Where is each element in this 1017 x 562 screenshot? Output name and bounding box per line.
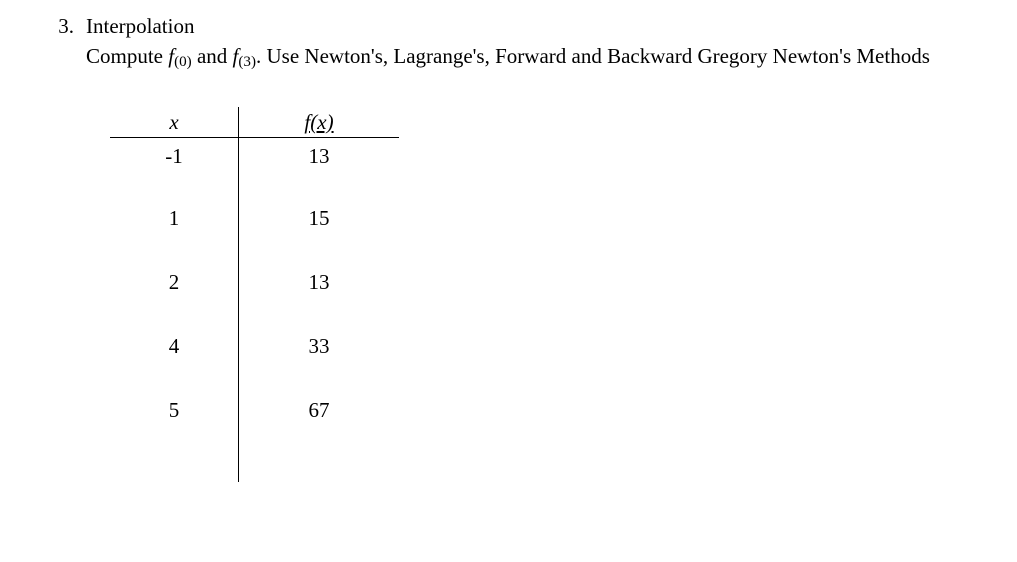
cell-x: 4 [110,314,239,378]
table-header-row: x f(x) [110,107,399,138]
table-row: 4 33 [110,314,399,378]
question-block: 3. Interpolation Compute f(0) and f(3). … [40,12,977,482]
cell-x: 5 [110,378,239,442]
header-x: x [110,107,239,138]
table-row: -1 13 [110,137,399,186]
cell-fx: 33 [239,314,400,378]
question-number: 3. [40,12,86,40]
table-row: 2 13 [110,250,399,314]
prompt-text-post: . Use Newton's, Lagrange's, Forward and … [256,44,930,68]
question-prompt: Compute f(0) and f(3). Use Newton's, Lag… [86,42,977,72]
f3-sub: (3) [238,54,256,70]
question-title: Interpolation [86,12,977,40]
table-row: 1 15 [110,186,399,250]
header-fx: f(x) [239,107,400,138]
f0-sub: (0) [174,54,192,70]
table-row: 5 67 [110,378,399,442]
cell-fx: 13 [239,137,400,186]
table-row-tail [110,442,399,482]
cell-x: 2 [110,250,239,314]
cell-fx: 13 [239,250,400,314]
data-table-wrap: x f(x) -1 13 1 15 [110,107,977,482]
data-table: x f(x) -1 13 1 15 [110,107,399,482]
cell-fx: 67 [239,378,400,442]
prompt-text-and: and [192,44,233,68]
cell-x: 1 [110,186,239,250]
cell-empty [239,442,400,482]
cell-empty [110,442,239,482]
cell-fx: 15 [239,186,400,250]
prompt-text-pre: Compute [86,44,168,68]
cell-x: -1 [110,137,239,186]
question-body: Interpolation Compute f(0) and f(3). Use… [86,12,977,482]
page: 3. Interpolation Compute f(0) and f(3). … [0,0,1017,482]
